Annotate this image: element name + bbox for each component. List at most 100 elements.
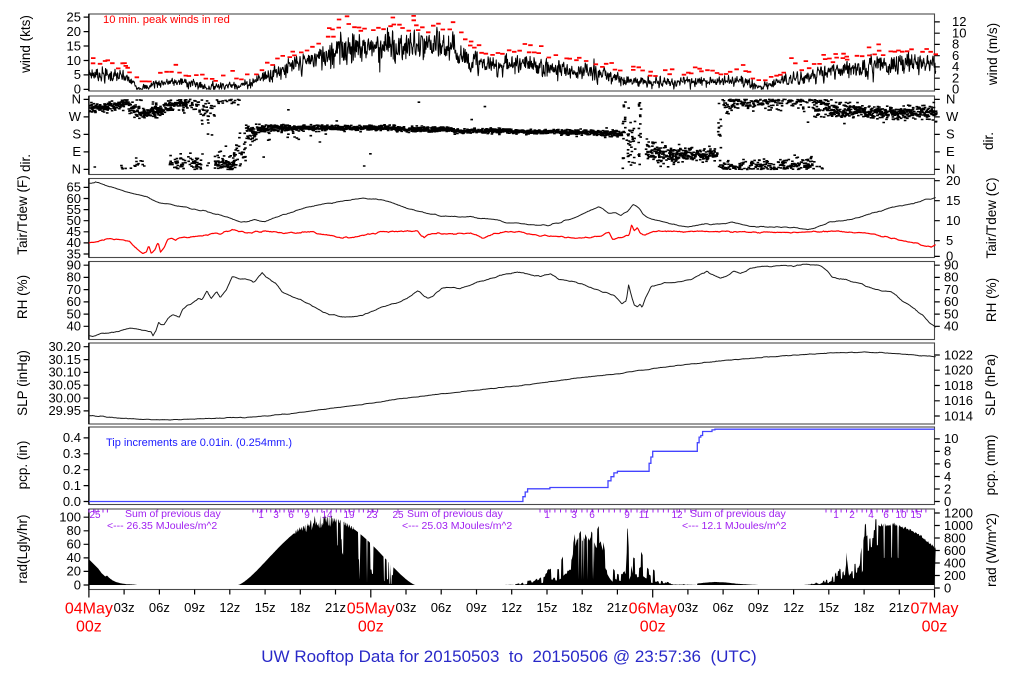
svg-text:60: 60 (944, 294, 958, 309)
svg-text:03z: 03z (396, 600, 417, 615)
svg-text:40: 40 (67, 319, 81, 334)
svg-text:Sum of previous day: Sum of previous day (407, 508, 503, 520)
svg-text:15z: 15z (818, 600, 839, 615)
svg-text:10: 10 (946, 213, 960, 228)
svg-text:Sum of previous day: Sum of previous day (125, 508, 221, 520)
svg-text:07May: 07May (910, 601, 958, 618)
svg-text:wind (kts): wind (kts) (18, 15, 33, 74)
svg-text:0: 0 (946, 249, 953, 264)
svg-text:3: 3 (571, 510, 577, 521)
svg-text:1022: 1022 (944, 347, 973, 362)
svg-text:2: 2 (952, 71, 959, 86)
svg-text:20: 20 (67, 24, 81, 39)
svg-text:15: 15 (910, 510, 922, 521)
svg-text:19: 19 (343, 510, 355, 521)
svg-text:70: 70 (944, 282, 958, 297)
svg-text:6: 6 (952, 48, 959, 63)
svg-text:1020: 1020 (944, 363, 973, 378)
svg-text:RH (%): RH (%) (15, 275, 30, 319)
svg-text:pcp. (in): pcp. (in) (15, 441, 30, 490)
svg-text:60: 60 (67, 294, 81, 309)
svg-text:21z: 21z (325, 600, 346, 615)
svg-text:1016: 1016 (944, 393, 973, 408)
svg-text:15: 15 (946, 193, 960, 208)
svg-text:Sum of previous day: Sum of previous day (690, 508, 786, 520)
svg-text:0: 0 (944, 580, 951, 595)
svg-text:09z: 09z (184, 600, 205, 615)
svg-text:1018: 1018 (944, 378, 973, 393)
svg-text:12: 12 (671, 510, 683, 521)
svg-text:29.95: 29.95 (48, 403, 81, 418)
svg-text:dir.: dir. (18, 154, 33, 172)
svg-text:1014: 1014 (944, 408, 973, 423)
svg-text:35: 35 (67, 246, 81, 261)
svg-text:06May: 06May (629, 601, 677, 618)
svg-text:100: 100 (59, 510, 81, 525)
svg-text:15z: 15z (255, 600, 276, 615)
svg-text:09z: 09z (466, 600, 487, 615)
svg-text:10 min. peak winds in red: 10 min. peak winds in red (103, 14, 230, 26)
svg-text:Tip increments are 0.01in. (0.: Tip increments are 0.01in. (0.254mm.) (106, 437, 292, 449)
svg-text:21z: 21z (607, 600, 628, 615)
svg-text:1200: 1200 (944, 505, 973, 520)
svg-text:6: 6 (589, 510, 595, 521)
svg-text:0.1: 0.1 (63, 478, 81, 493)
svg-text:S: S (72, 127, 81, 142)
svg-text:18z: 18z (290, 600, 311, 615)
svg-text:W: W (69, 109, 82, 124)
svg-text:N: N (72, 162, 81, 177)
svg-text:06z: 06z (713, 600, 734, 615)
svg-text:00z: 00z (640, 619, 666, 636)
svg-text:0: 0 (952, 82, 959, 97)
svg-text:11: 11 (639, 510, 650, 521)
svg-text:S: S (946, 127, 955, 142)
svg-text:0.0: 0.0 (63, 494, 81, 509)
svg-text:65: 65 (67, 180, 81, 195)
svg-text:80: 80 (67, 270, 81, 285)
svg-text:UW Rooftop Data for 20150503: UW Rooftop Data for 20150503 to 20150506… (261, 647, 756, 666)
svg-text:55: 55 (67, 202, 81, 217)
svg-text:Tair/Tdew (C): Tair/Tdew (C) (984, 177, 999, 258)
svg-text:20: 20 (946, 173, 960, 188)
svg-text:N: N (946, 162, 955, 177)
svg-text:<--- 12.1 MJoules/m^2: <--- 12.1 MJoules/m^2 (682, 520, 787, 532)
svg-text:wind (m/s): wind (m/s) (985, 23, 1000, 86)
svg-text:15z: 15z (537, 600, 558, 615)
svg-text:90: 90 (67, 258, 81, 273)
svg-text:20: 20 (67, 564, 81, 579)
svg-text:25: 25 (89, 510, 101, 521)
svg-text:05May: 05May (347, 601, 395, 618)
svg-text:80: 80 (944, 270, 958, 285)
svg-text:6: 6 (944, 456, 951, 471)
svg-text:0.4: 0.4 (63, 430, 81, 445)
svg-text:80: 80 (67, 523, 81, 538)
svg-text:E: E (72, 144, 81, 159)
svg-text:SLP (hPa): SLP (hPa) (983, 354, 998, 416)
svg-text:1000: 1000 (944, 518, 973, 533)
svg-text:N: N (946, 92, 955, 107)
svg-text:45: 45 (67, 224, 81, 239)
svg-text:600: 600 (944, 543, 966, 558)
svg-text:18z: 18z (572, 600, 593, 615)
svg-text:6: 6 (288, 510, 294, 521)
svg-text:03z: 03z (114, 600, 135, 615)
svg-text:SLP (inHg): SLP (inHg) (15, 350, 30, 416)
svg-text:9: 9 (624, 510, 630, 521)
svg-text:30.10: 30.10 (48, 365, 81, 380)
svg-text:RH (%): RH (%) (984, 278, 999, 322)
svg-text:8: 8 (944, 444, 951, 459)
svg-text:18z: 18z (854, 600, 875, 615)
svg-text:50: 50 (67, 306, 81, 321)
svg-text:06z: 06z (431, 600, 452, 615)
svg-text:03z: 03z (677, 600, 698, 615)
svg-text:06z: 06z (149, 600, 170, 615)
svg-text:Tair/Tdew (F): Tair/Tdew (F) (15, 175, 30, 255)
svg-text:60: 60 (67, 537, 81, 552)
svg-text:0: 0 (74, 577, 81, 592)
svg-text:200: 200 (944, 568, 966, 583)
svg-text:5: 5 (946, 233, 953, 248)
svg-text:4: 4 (868, 510, 874, 521)
svg-text:1: 1 (833, 510, 839, 521)
svg-text:50: 50 (67, 213, 81, 228)
svg-text:25: 25 (67, 9, 81, 24)
